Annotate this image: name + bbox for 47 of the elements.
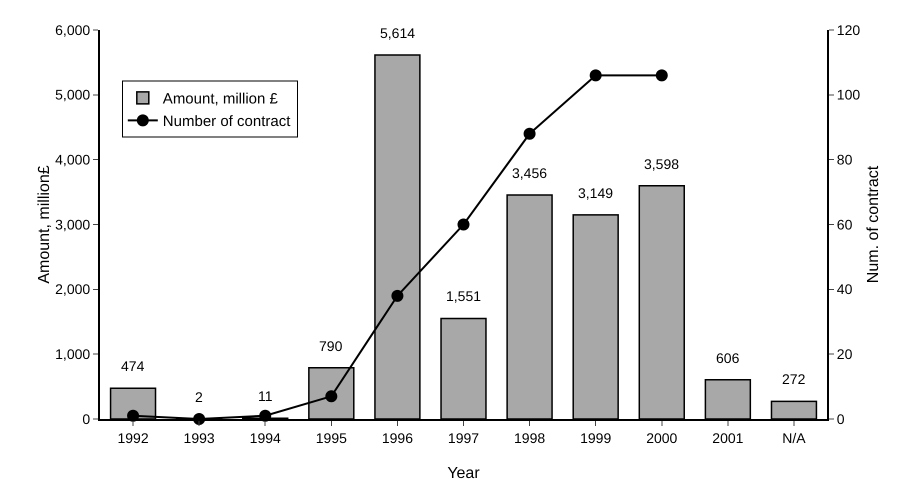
y-tick-label: 5,000 — [55, 86, 90, 103]
x-tick-label: 1999 — [580, 430, 612, 446]
data-label: 2 — [195, 389, 203, 405]
data-label: 11 — [258, 388, 273, 404]
point — [458, 218, 470, 230]
y2-tick-label: 100 — [836, 86, 860, 103]
y2-tick-label: 40 — [836, 281, 853, 298]
y2-axis-title: Num. of contract — [865, 165, 882, 284]
x-tick-label: 1997 — [448, 430, 480, 446]
x-tick-label: 2001 — [712, 430, 744, 446]
y2-tick-label: 80 — [836, 152, 853, 168]
x-tick-label: 1993 — [184, 430, 215, 446]
x-tick-label: 1994 — [250, 430, 282, 446]
point — [524, 128, 536, 140]
x-tick-label: 1996 — [382, 430, 414, 446]
y2-tick-label: 120 — [836, 22, 860, 38]
y-tick-label: 3,000 — [55, 216, 90, 232]
x-tick-label: 2000 — [646, 430, 678, 446]
point — [656, 69, 668, 82]
y-tick-label: 2,000 — [55, 281, 90, 298]
data-label: 3,149 — [578, 185, 614, 201]
y2-tick-label: 60 — [836, 216, 853, 232]
data-label: 474 — [121, 358, 145, 374]
point — [391, 290, 404, 302]
data-label: 272 — [782, 371, 806, 387]
point — [590, 69, 602, 82]
legend-label: Amount, million £ — [162, 90, 279, 108]
y-tick-label: 6,000 — [55, 22, 90, 38]
x-tick-label: 1995 — [316, 430, 348, 446]
x-tick-label: 1992 — [117, 430, 149, 446]
data-label: 1,551 — [446, 288, 482, 304]
legend-label: Number of contract — [162, 113, 292, 130]
data-label: 3,598 — [644, 156, 680, 172]
data-label: 3,456 — [512, 165, 548, 181]
point — [325, 390, 338, 402]
x-tick-label: N/A — [782, 430, 806, 446]
y-tick-label: 0 — [82, 410, 90, 427]
y-tick-label: 4,000 — [55, 152, 90, 168]
x-axis-title: Year — [447, 465, 480, 482]
y2-tick-label: 0 — [836, 410, 845, 427]
data-label: 5,614 — [380, 25, 416, 41]
data-label: 606 — [716, 350, 740, 366]
data-label: 790 — [319, 338, 343, 354]
y-tick-label: 1,000 — [55, 346, 90, 362]
y2-tick-label: 20 — [836, 346, 853, 362]
x-tick-label: 1998 — [514, 430, 546, 446]
y-axis-title: Amount, million£ — [36, 165, 54, 284]
